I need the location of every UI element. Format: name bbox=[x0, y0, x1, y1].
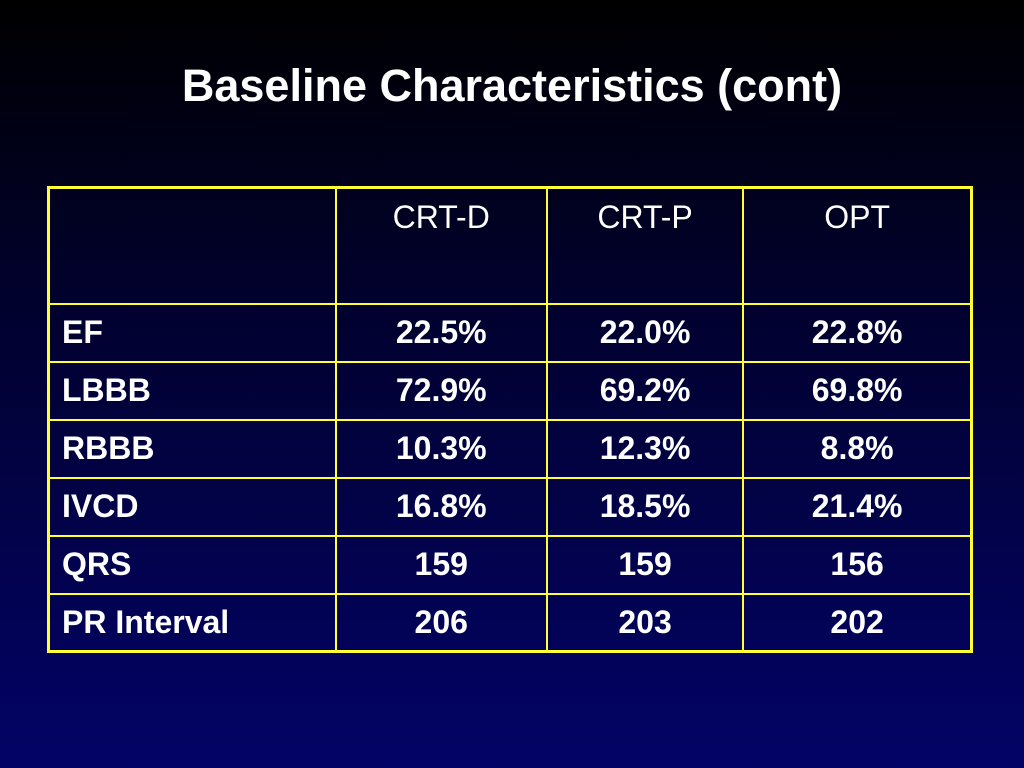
table-cell: 159 bbox=[334, 534, 548, 595]
table-cell: 8.8% bbox=[742, 418, 973, 479]
table-cell: 16.8% bbox=[334, 476, 548, 537]
row-label: EF bbox=[47, 302, 337, 363]
slide-title: Baseline Characteristics (cont) bbox=[181, 60, 843, 111]
table-cell: 22.0% bbox=[545, 302, 745, 363]
header-cell-opt: OPT bbox=[742, 186, 973, 305]
table-cell: 203 bbox=[545, 592, 745, 653]
table-cell: 72.9% bbox=[334, 360, 548, 421]
header-cell-empty bbox=[47, 186, 337, 305]
row-label: PR Interval bbox=[47, 592, 337, 653]
table-cell: 22.8% bbox=[742, 302, 973, 363]
table-cell: 69.8% bbox=[742, 360, 973, 421]
table-cell: 21.4% bbox=[742, 476, 973, 537]
table-row-lbbb: LBBB 72.9% 69.2% 69.8% bbox=[47, 360, 973, 421]
header-cell-crt-d: CRT-D bbox=[334, 186, 548, 305]
table-row-pr-interval: PR Interval 206 203 202 bbox=[47, 592, 973, 653]
row-label: IVCD bbox=[47, 476, 337, 537]
table-cell: 10.3% bbox=[334, 418, 548, 479]
table-header-row: CRT-D CRT-P OPT bbox=[47, 186, 973, 305]
table-cell: 156 bbox=[742, 534, 973, 595]
table-cell: 18.5% bbox=[545, 476, 745, 537]
table-row-ivcd: IVCD 16.8% 18.5% 21.4% bbox=[47, 476, 973, 537]
table-row-qrs: QRS 159 159 156 bbox=[47, 534, 973, 595]
table-cell: 206 bbox=[334, 592, 548, 653]
header-cell-crt-p: CRT-P bbox=[545, 186, 745, 305]
table-cell: 159 bbox=[545, 534, 745, 595]
table-cell: 202 bbox=[742, 592, 973, 653]
table-cell: 12.3% bbox=[545, 418, 745, 479]
table-cell: 69.2% bbox=[545, 360, 745, 421]
table-row-rbbb: RBBB 10.3% 12.3% 8.8% bbox=[47, 418, 973, 479]
row-label: QRS bbox=[47, 534, 337, 595]
row-label: RBBB bbox=[47, 418, 337, 479]
table-row-ef: EF 22.5% 22.0% 22.8% bbox=[47, 302, 973, 363]
baseline-characteristics-table: CRT-D CRT-P OPT EF 22.5% 22.0% 22.8% LBB… bbox=[47, 186, 973, 653]
row-label: LBBB bbox=[47, 360, 337, 421]
table-cell: 22.5% bbox=[334, 302, 548, 363]
